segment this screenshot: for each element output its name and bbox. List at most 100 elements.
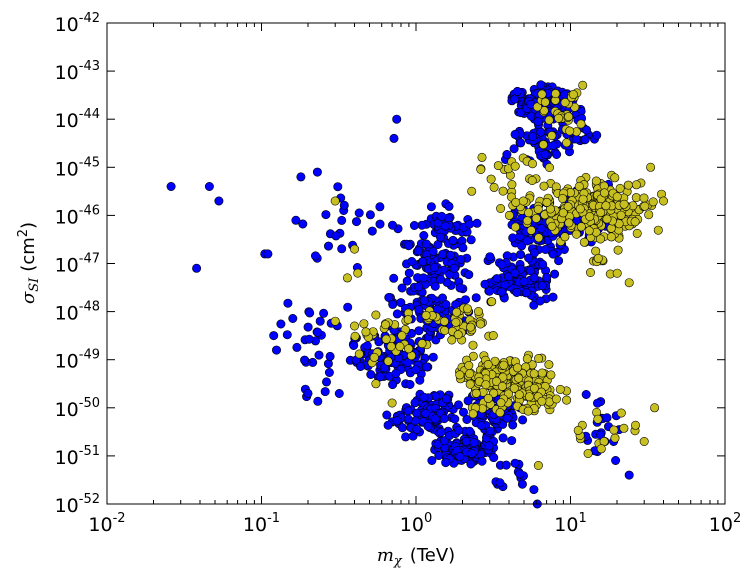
data-point (517, 241, 527, 251)
data-point (435, 232, 445, 242)
data-point (303, 322, 313, 332)
data-point (548, 292, 558, 302)
data-point (405, 379, 415, 389)
data-point (362, 341, 372, 351)
data-point (430, 281, 440, 291)
data-point (304, 334, 314, 344)
data-point (417, 220, 427, 230)
data-point (387, 220, 397, 230)
data-point (533, 460, 543, 470)
data-point (644, 210, 654, 220)
data-point (314, 350, 324, 360)
y-tick-label: 10-50 (55, 396, 100, 421)
data-point (537, 89, 547, 99)
data-point (477, 456, 487, 466)
data-point (632, 228, 642, 238)
data-point (583, 448, 593, 458)
data-point (468, 351, 478, 361)
data-point (653, 225, 663, 235)
data-point (517, 479, 527, 489)
data-point (615, 183, 625, 193)
data-point (560, 98, 570, 108)
data-point (536, 224, 546, 234)
data-point (581, 125, 591, 135)
data-point (568, 90, 578, 100)
data-point (455, 452, 465, 462)
data-point (395, 341, 405, 351)
data-point (527, 159, 537, 169)
data-point (508, 420, 518, 430)
data-point (438, 249, 448, 259)
data-point (350, 331, 360, 341)
data-point (330, 196, 340, 206)
tick-labels-layer: 10-2 10-1 100 101 102 10-52 10-51 10-50 10-49 10-… (55, 11, 742, 536)
series-yellow (330, 80, 668, 470)
data-point (464, 270, 474, 280)
data-point (349, 321, 359, 331)
data-point (515, 469, 525, 479)
data-point (522, 216, 532, 226)
data-point (510, 161, 520, 171)
data-point (516, 138, 526, 148)
data-point (439, 316, 449, 326)
data-point (323, 359, 333, 369)
data-point (337, 215, 347, 225)
data-point (439, 414, 449, 424)
data-point (381, 334, 391, 344)
y-tick-label: 10-43 (55, 59, 100, 84)
data-point (528, 132, 538, 142)
data-point (354, 208, 364, 218)
data-point (523, 406, 533, 416)
data-point (646, 162, 656, 172)
data-point (529, 369, 539, 379)
data-point (578, 80, 588, 90)
data-point (371, 379, 381, 389)
data-point (449, 263, 459, 273)
data-point (639, 436, 649, 446)
data-point (355, 361, 365, 371)
y-tick-label: 10-52 (55, 492, 100, 517)
data-point (429, 262, 439, 272)
data-point (404, 344, 414, 354)
data-point (351, 217, 361, 227)
data-point (554, 113, 564, 123)
data-point (276, 319, 286, 329)
data-point (560, 232, 570, 242)
data-point (389, 273, 399, 283)
data-point (214, 196, 224, 206)
data-point (419, 296, 429, 306)
data-point (444, 201, 454, 211)
data-point (519, 276, 529, 286)
data-point (558, 208, 568, 218)
data-point (596, 444, 606, 454)
data-point (453, 330, 463, 340)
data-point (550, 269, 560, 279)
data-point (403, 315, 413, 325)
data-point (484, 286, 494, 296)
data-point (369, 352, 379, 362)
data-point (534, 233, 544, 243)
data-point (611, 455, 621, 465)
data-point (427, 455, 437, 465)
data-point (592, 398, 602, 408)
data-point (564, 112, 574, 122)
data-point (382, 410, 392, 420)
data-point (537, 281, 547, 291)
data-point (624, 470, 634, 480)
data-point (269, 331, 279, 341)
data-point (436, 427, 446, 437)
data-point (414, 326, 424, 336)
data-point (529, 248, 539, 258)
data-point (387, 398, 397, 408)
data-point (375, 372, 385, 382)
data-point (415, 375, 425, 385)
data-point (551, 89, 561, 99)
data-point (419, 231, 429, 241)
data-point (630, 420, 640, 430)
data-point (441, 299, 451, 309)
data-point (609, 425, 619, 435)
data-point (465, 369, 475, 379)
data-point (640, 201, 650, 211)
data-point (401, 432, 411, 442)
